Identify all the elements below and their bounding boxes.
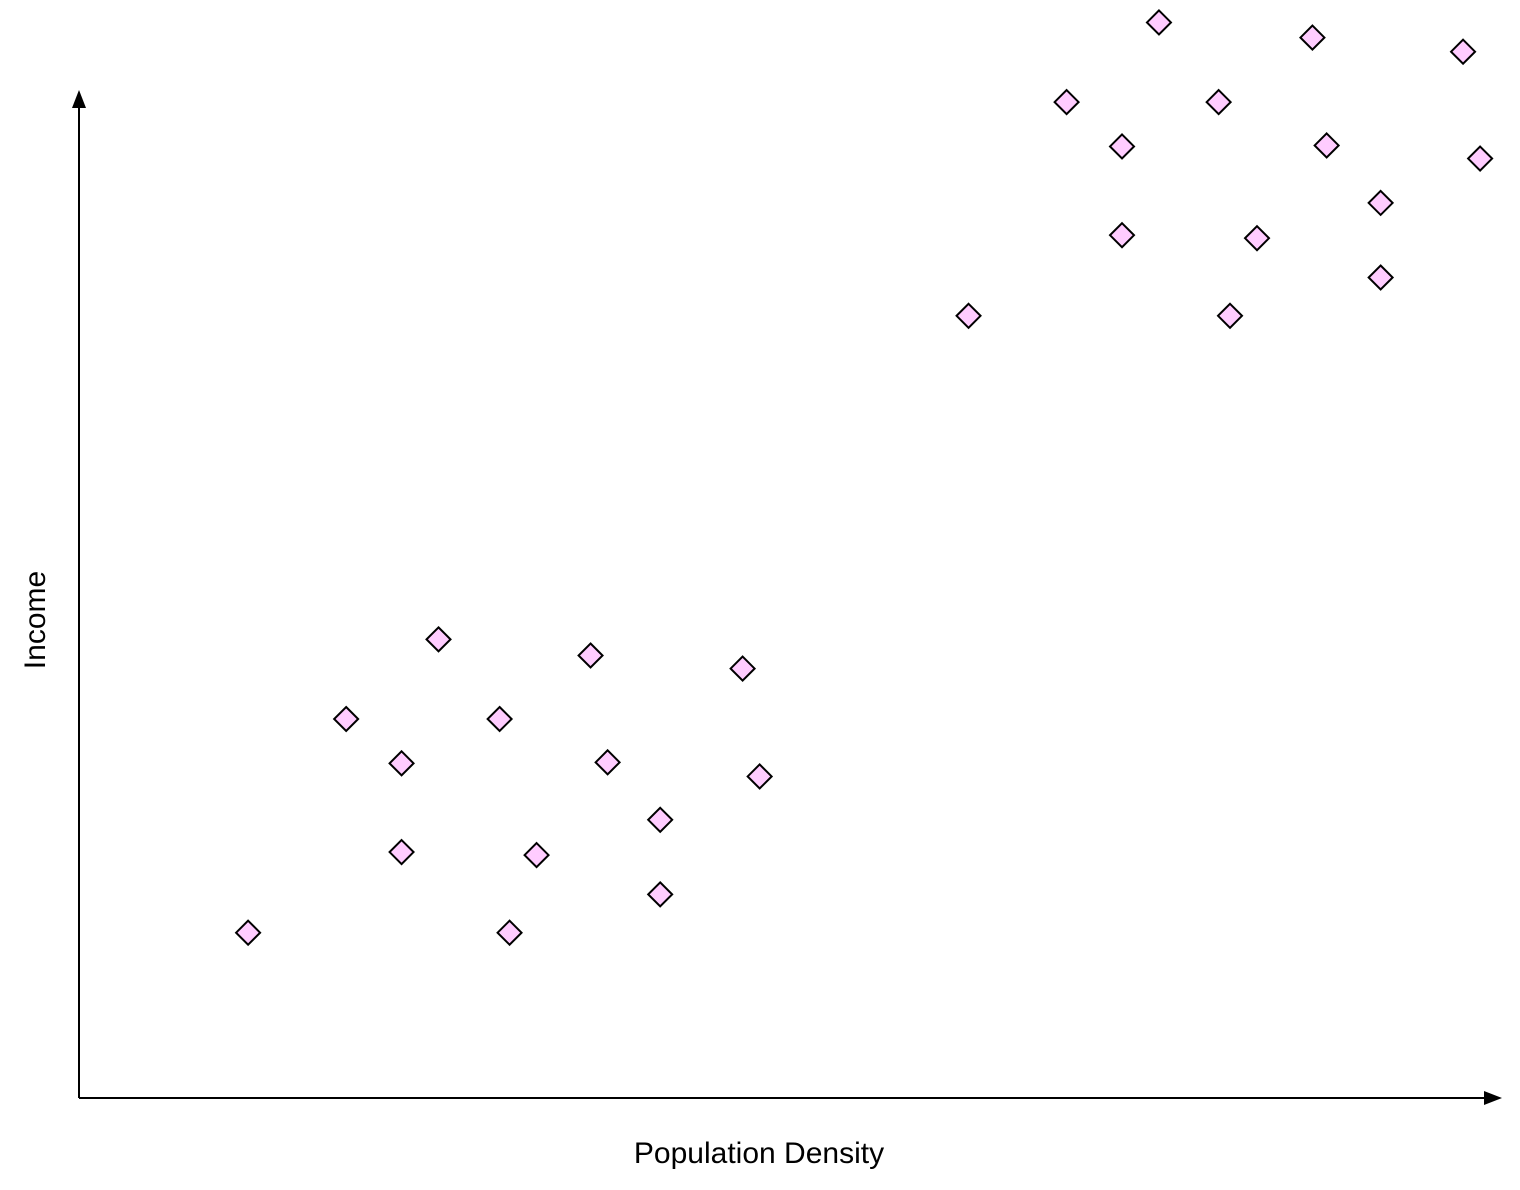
point <box>1243 224 1271 252</box>
y-axis-label: Income <box>19 571 52 669</box>
point <box>955 302 982 330</box>
point <box>1145 9 1173 36</box>
point <box>1053 88 1081 116</box>
point <box>496 919 523 947</box>
point <box>523 841 550 869</box>
point <box>1108 133 1136 160</box>
point <box>1205 88 1233 116</box>
point <box>1216 302 1244 330</box>
point <box>594 748 622 776</box>
point <box>1367 189 1395 217</box>
point <box>1108 221 1136 249</box>
point <box>1466 145 1494 172</box>
point <box>1299 24 1326 51</box>
point <box>746 763 774 790</box>
point <box>234 919 262 947</box>
point <box>388 749 415 777</box>
point <box>646 806 674 834</box>
point <box>577 642 604 669</box>
point <box>1449 38 1477 66</box>
point <box>486 705 514 733</box>
point <box>388 838 415 866</box>
point <box>332 705 360 733</box>
point <box>646 880 674 908</box>
point <box>1313 132 1341 159</box>
x-axis-arrow <box>1484 1091 1502 1105</box>
point <box>729 655 757 683</box>
y-axis-arrow <box>72 90 86 108</box>
point <box>1367 264 1395 291</box>
point <box>425 625 452 653</box>
x-axis-label: Population Density <box>634 1137 884 1170</box>
